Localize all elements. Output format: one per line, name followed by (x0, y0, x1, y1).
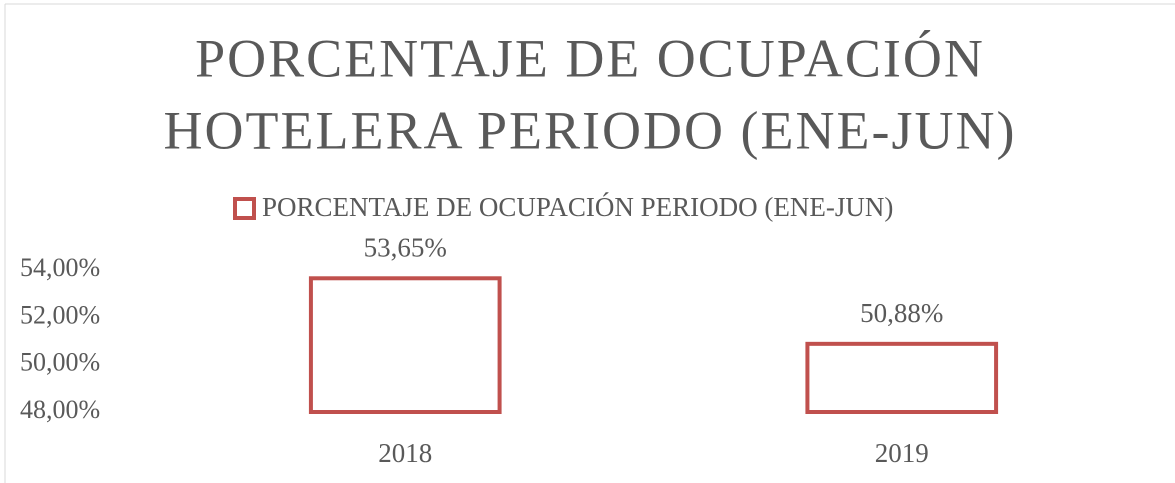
y-tick-label: 54,00% (20, 253, 100, 282)
bar (805, 341, 999, 414)
legend-swatch (233, 197, 256, 220)
y-tick-label: 52,00% (20, 300, 100, 329)
data-label: 50,88% (860, 298, 943, 328)
chart-title: HOTELERA PERIODO (ENE-JUN) (164, 100, 1017, 160)
bar (308, 276, 502, 414)
data-label: 53,65% (364, 232, 447, 262)
y-tick-label: 48,00% (20, 395, 100, 424)
x-tick-label: 2019 (875, 438, 929, 468)
y-tick-label: 50,00% (20, 348, 100, 377)
legend-label: PORCENTAJE DE OCUPACIÓN PERIODO (ENE-JUN… (262, 192, 893, 222)
x-tick-label: 2018 (378, 438, 432, 468)
chart-title: PORCENTAJE DE OCUPACIÓN (195, 28, 985, 88)
